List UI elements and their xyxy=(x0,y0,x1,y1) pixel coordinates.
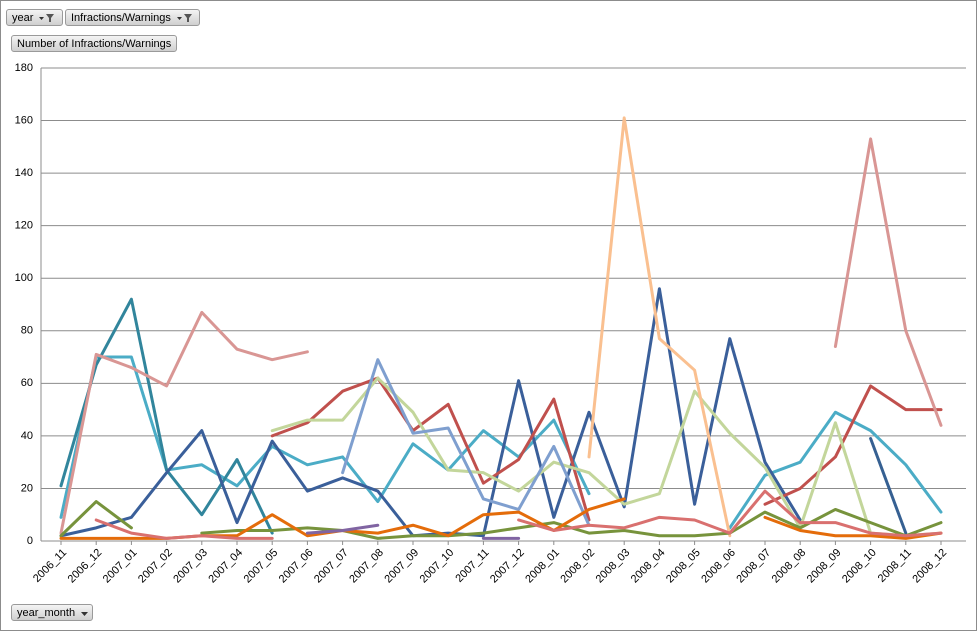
series-line xyxy=(59,497,626,540)
series-line xyxy=(59,355,591,519)
x-tick-label: 2008_08 xyxy=(770,547,809,586)
x-tick-label: 2008_07 xyxy=(734,547,773,586)
x-tick-label: 2006_11 xyxy=(31,547,69,585)
series-line xyxy=(763,515,943,540)
button-label: Infractions/Warnings xyxy=(71,12,171,24)
x-tick-label: 2008_05 xyxy=(664,547,703,586)
y-tick-label: 160 xyxy=(15,114,33,126)
y-tick-label: 120 xyxy=(15,220,33,232)
series-line xyxy=(869,437,908,535)
button-label: year_month xyxy=(17,607,76,619)
x-tick-label: 2007_05 xyxy=(242,547,281,586)
y-tick-label: 100 xyxy=(15,272,33,284)
x-tick-label: 2007_04 xyxy=(206,547,245,586)
y-tick-label: 60 xyxy=(21,377,33,389)
x-tick-label: 2008_11 xyxy=(876,547,914,585)
x-tick-label: 2008_04 xyxy=(629,547,668,586)
x-tick-label: 2007_06 xyxy=(277,547,316,586)
y-tick-label: 0 xyxy=(27,535,33,547)
series-line xyxy=(517,489,943,538)
series-line xyxy=(270,376,943,538)
series-line xyxy=(341,358,591,527)
y-tick-label: 140 xyxy=(15,167,33,179)
series-line xyxy=(59,297,274,535)
dropdown-icon xyxy=(81,612,89,617)
x-tick-label: 2008_02 xyxy=(558,547,597,586)
x-tick-label: 2008_10 xyxy=(840,547,879,586)
x-tick-label: 2007_01 xyxy=(101,547,140,586)
year-filter-button[interactable]: year xyxy=(6,9,63,26)
series-line xyxy=(59,287,802,538)
y-tick-label: 20 xyxy=(21,482,33,494)
filter-icon xyxy=(39,14,55,23)
x-tick-label: 2007_02 xyxy=(136,547,175,586)
button-label: Number of Infractions/Warnings xyxy=(17,38,172,50)
x-tick-label: 2007_07 xyxy=(312,547,351,586)
series-line xyxy=(59,500,133,538)
x-tick-label: 2008_09 xyxy=(805,547,844,586)
button-label: year xyxy=(12,12,34,24)
series-line xyxy=(763,384,943,506)
x-tick-label: 2007_03 xyxy=(171,547,210,586)
series-line xyxy=(270,376,591,522)
y-tick-label: 80 xyxy=(21,325,33,337)
series-line xyxy=(833,137,943,427)
series-line xyxy=(200,507,943,540)
infractions-filter-button[interactable]: Infractions/Warnings xyxy=(65,9,200,26)
series-line xyxy=(94,518,274,540)
x-tick-label: 2007_08 xyxy=(347,547,386,586)
series-line xyxy=(59,310,309,535)
x-tick-label: 2007_12 xyxy=(488,547,527,586)
series-line xyxy=(305,523,380,535)
series-line xyxy=(587,116,732,538)
x-tick-label: 2007_09 xyxy=(382,547,421,586)
x-tick-label: 2008_03 xyxy=(594,547,633,586)
x-tick-label: 2006_12 xyxy=(66,547,105,586)
y-tick-label: 40 xyxy=(21,430,33,442)
x-tick-label: 2007_11 xyxy=(453,547,491,585)
x-tick-label: 2008_12 xyxy=(910,547,949,586)
series-line xyxy=(728,410,943,530)
x-tick-label: 2007_10 xyxy=(418,547,457,586)
axis-field-button[interactable]: year_month xyxy=(11,604,93,621)
x-tick-label: 2008_01 xyxy=(523,547,562,586)
value-field-button[interactable]: Number of Infractions/Warnings xyxy=(11,35,178,52)
y-tick-label: 180 xyxy=(15,62,33,74)
filter-icon xyxy=(176,14,192,23)
x-tick-label: 2008_06 xyxy=(699,547,738,586)
